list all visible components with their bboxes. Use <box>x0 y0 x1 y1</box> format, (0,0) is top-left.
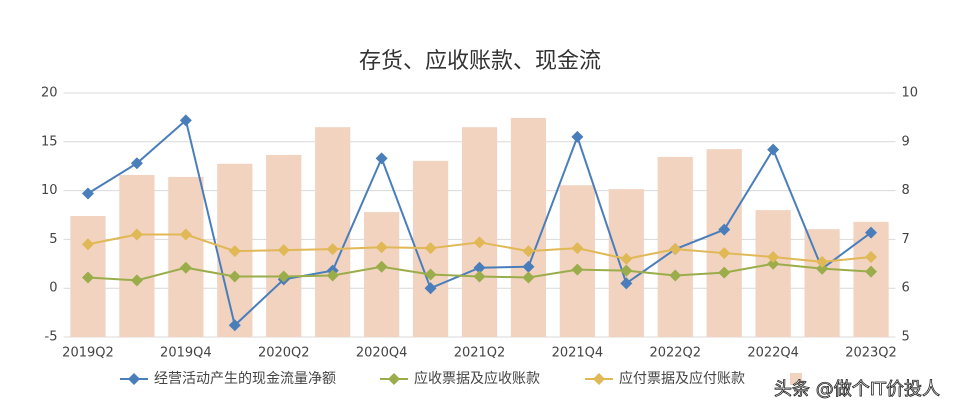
marker <box>375 241 388 254</box>
y2-tick-label: 5 <box>902 330 910 345</box>
y2-tick-label: 8 <box>902 183 910 198</box>
marker <box>767 257 780 270</box>
marker <box>375 260 388 273</box>
marker <box>718 223 731 236</box>
x-tick-label: 2019Q4 <box>160 346 212 361</box>
marker <box>277 270 290 283</box>
y-tick-label: 15 <box>41 134 58 149</box>
y-tick-label: 10 <box>41 183 58 198</box>
bar <box>363 212 400 337</box>
y-tick-label: 0 <box>49 281 57 296</box>
marker <box>865 265 878 278</box>
marker <box>179 114 192 127</box>
marker <box>228 319 241 332</box>
marker <box>571 263 584 276</box>
x-tick-label: 2020Q4 <box>356 346 408 361</box>
chart-title: 存货、应收账款、现金流 <box>359 49 601 74</box>
y-tick-label: 20 <box>41 86 58 101</box>
marker <box>718 266 731 279</box>
marker <box>81 271 94 284</box>
marker <box>228 270 241 283</box>
marker <box>816 262 829 275</box>
y2-tick-label: 6 <box>902 281 910 296</box>
bar <box>706 149 742 337</box>
marker <box>179 228 192 241</box>
marker <box>179 261 192 274</box>
legend-marker <box>128 373 140 385</box>
marker <box>424 242 437 255</box>
marker <box>767 250 780 263</box>
x-tick-label: 2021Q4 <box>552 346 604 361</box>
x-tick-label: 2022Q4 <box>747 346 799 361</box>
marker <box>669 269 682 282</box>
bar <box>755 210 791 337</box>
bar <box>315 127 351 337</box>
marker <box>424 268 437 281</box>
x-tick-label: 2022Q2 <box>649 346 701 361</box>
marker <box>326 269 339 282</box>
marker <box>228 245 241 258</box>
x-tick-label: 2021Q2 <box>454 346 506 361</box>
marker <box>522 271 535 284</box>
legend-label: 应收票据及应收账款 <box>414 370 540 387</box>
marker <box>816 255 829 268</box>
marker <box>620 252 633 265</box>
legend-label: 应付票据及应付账款 <box>619 370 745 387</box>
marker <box>620 277 633 290</box>
y2-tick-label: 10 <box>902 86 919 101</box>
y-tick-label: 5 <box>49 232 57 247</box>
marker <box>473 270 486 283</box>
marker <box>424 282 437 295</box>
marker <box>522 245 535 258</box>
bar <box>168 176 204 337</box>
marker <box>571 242 584 255</box>
marker <box>620 264 633 277</box>
bar <box>559 185 596 337</box>
y-tick-label: -5 <box>45 330 58 345</box>
bar <box>804 229 840 337</box>
marker <box>865 226 878 239</box>
marker <box>326 243 339 256</box>
legend-swatch <box>790 373 802 385</box>
marker <box>473 261 486 274</box>
y2-tick-label: 9 <box>902 134 910 149</box>
x-tick-label: 2019Q2 <box>62 346 114 361</box>
bar <box>461 127 498 337</box>
marker <box>522 260 535 273</box>
marker <box>130 228 143 241</box>
marker <box>767 143 780 156</box>
marker <box>277 244 290 257</box>
marker <box>669 243 682 256</box>
marker <box>571 130 584 143</box>
marker <box>375 152 388 165</box>
legend-label: 经营活动产生的现金流量净额 <box>154 371 336 387</box>
marker <box>473 236 486 249</box>
marker <box>81 238 94 251</box>
x-tick-label: 2023Q2 <box>845 346 897 361</box>
marker <box>865 250 878 263</box>
watermark: 头条 @做个IT价投人 <box>774 379 940 400</box>
legend-marker <box>388 373 400 385</box>
marker <box>130 157 143 170</box>
x-tick-label: 2020Q2 <box>258 346 310 361</box>
bar <box>853 221 889 337</box>
marker <box>81 187 94 200</box>
legend-marker <box>593 373 605 385</box>
marker <box>130 274 143 287</box>
marker <box>718 247 731 260</box>
y2-tick-label: 7 <box>902 232 910 247</box>
bar <box>510 117 547 337</box>
bar <box>119 174 155 337</box>
